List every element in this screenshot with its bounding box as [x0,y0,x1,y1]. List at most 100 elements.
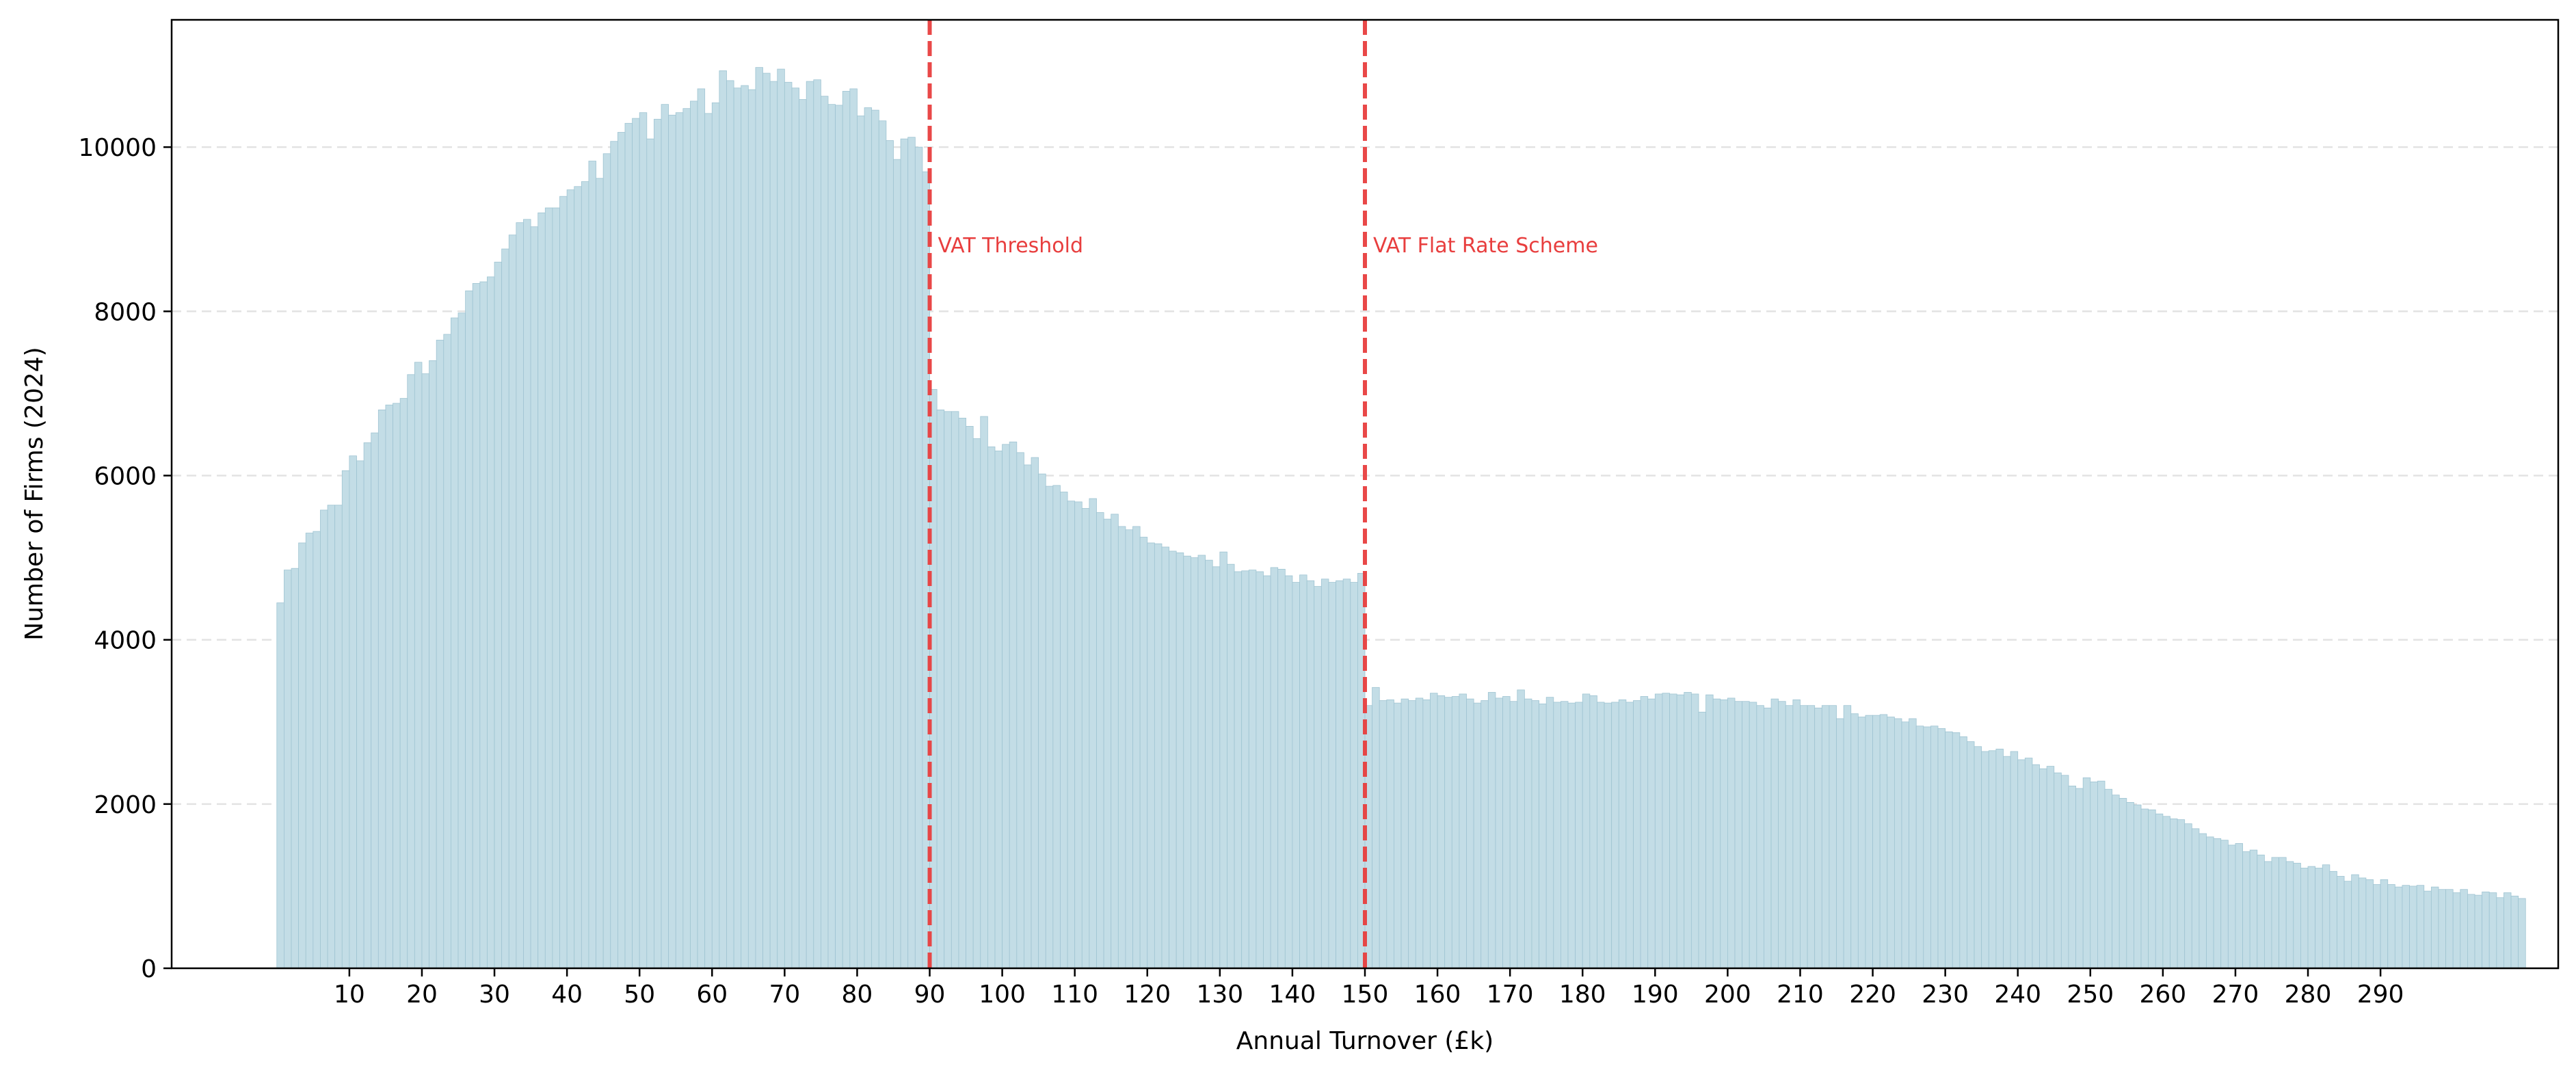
histogram-bar [399,398,408,969]
histogram-bar [1502,696,1511,969]
histogram-bar [1045,486,1054,969]
histogram-bar [1567,702,1576,969]
y-tick-label: 0 [141,955,157,983]
histogram-bar [2257,854,2265,969]
x-tick-label: 70 [769,981,800,1009]
histogram-bar [1647,698,1656,969]
histogram-bar [1509,701,1518,969]
histogram-bar [414,362,423,969]
histogram-bar [2387,884,2395,969]
histogram-bar [2140,808,2149,969]
histogram-bar [1132,526,1141,969]
histogram-bar [2191,828,2200,969]
histogram-bar [1539,703,1547,969]
histogram-bar [733,88,742,969]
histogram-bar [1111,514,1119,969]
histogram-bar [1328,582,1336,969]
y-tick-label: 10000 [78,134,157,162]
histogram-bar [291,568,300,969]
x-tick-label: 90 [914,981,946,1009]
histogram-bar [516,222,524,969]
histogram-bar [755,67,763,969]
y-axis-ticks: 0 2000 4000 6000 8000 10000 [78,134,172,983]
histogram-bar [1865,715,1873,969]
histogram-bar [1764,707,1772,969]
histogram-bar [1930,726,1939,969]
histogram-bar [675,112,684,969]
histogram-bar [2430,886,2439,969]
histogram-bar [2402,885,2410,969]
histogram-bar [944,411,952,969]
histogram-bar [2504,892,2512,969]
histogram-bar [711,102,720,969]
histogram-bar [2039,768,2047,969]
histogram-bar [1684,692,1692,969]
histogram-bar [1894,718,1902,969]
histogram-bar [2032,764,2040,969]
histogram-bar [646,138,654,969]
histogram-bar [588,161,596,969]
histogram-bar [574,186,582,969]
histogram-bar [2285,861,2294,969]
histogram-bar [1778,701,1786,969]
histogram-bar [1342,579,1351,969]
histogram-bar [1923,726,1931,969]
histogram-bar [284,570,292,969]
histogram-bar [1575,702,1583,969]
histogram-bar [690,101,698,969]
histogram-bar [1887,717,1895,969]
x-tick-label: 40 [551,981,583,1009]
histogram-bar [2148,809,2156,969]
histogram-bar [1459,693,1467,969]
histogram-bar [1792,699,1801,969]
histogram-bar [1248,570,1257,969]
histogram-bar [1408,700,1416,969]
reference-line-label: VAT Flat Rate Scheme [1373,234,1598,258]
histogram-bar [1466,698,1474,969]
histogram-bar [1386,699,1394,969]
histogram-bar [987,447,996,969]
histogram-bar [2126,802,2134,969]
histogram-bar [762,72,771,969]
x-tick-label: 60 [696,981,728,1009]
histogram-bar [1988,750,1997,969]
histogram-bar [472,283,481,969]
x-tick-label: 180 [1559,981,1606,1009]
histogram-bar [544,207,553,969]
histogram-bar [2445,889,2454,969]
histogram-bar [914,146,923,969]
histogram-bar [1422,699,1431,969]
histogram-bar [1974,746,1982,969]
histogram-bar [2263,861,2272,969]
histogram-bar [1117,526,1126,969]
histogram-bar [487,276,495,969]
histogram-bar [2337,876,2345,969]
histogram-bar [2474,894,2483,969]
histogram-bar [1089,498,1097,969]
histogram-bar [2242,851,2250,969]
histogram-bar [537,212,546,969]
histogram-bar [958,418,966,969]
histogram-bar [320,509,328,969]
histogram-bar [2010,751,2019,969]
histogram-bar [349,455,357,969]
histogram-bar [2060,775,2069,969]
histogram-bar [821,96,829,969]
histogram-bar [1060,492,1068,969]
histogram-bar [1843,705,1852,969]
histogram-bar [661,104,669,969]
histogram-bar [341,470,350,969]
histogram-bar [2460,889,2468,969]
histogram-bar [842,91,851,969]
histogram-bar [2300,868,2309,969]
histogram-bar [1444,697,1452,969]
histogram-bar [827,104,836,969]
histogram-bar [2184,823,2192,969]
histogram-bar [1611,702,1619,969]
histogram-bar [327,505,336,969]
histogram-bar [2220,840,2229,969]
histogram-bar [1154,543,1163,969]
x-tick-label: 280 [2285,981,2332,1009]
x-tick-label: 20 [406,981,438,1009]
histogram-bar [2351,874,2359,969]
